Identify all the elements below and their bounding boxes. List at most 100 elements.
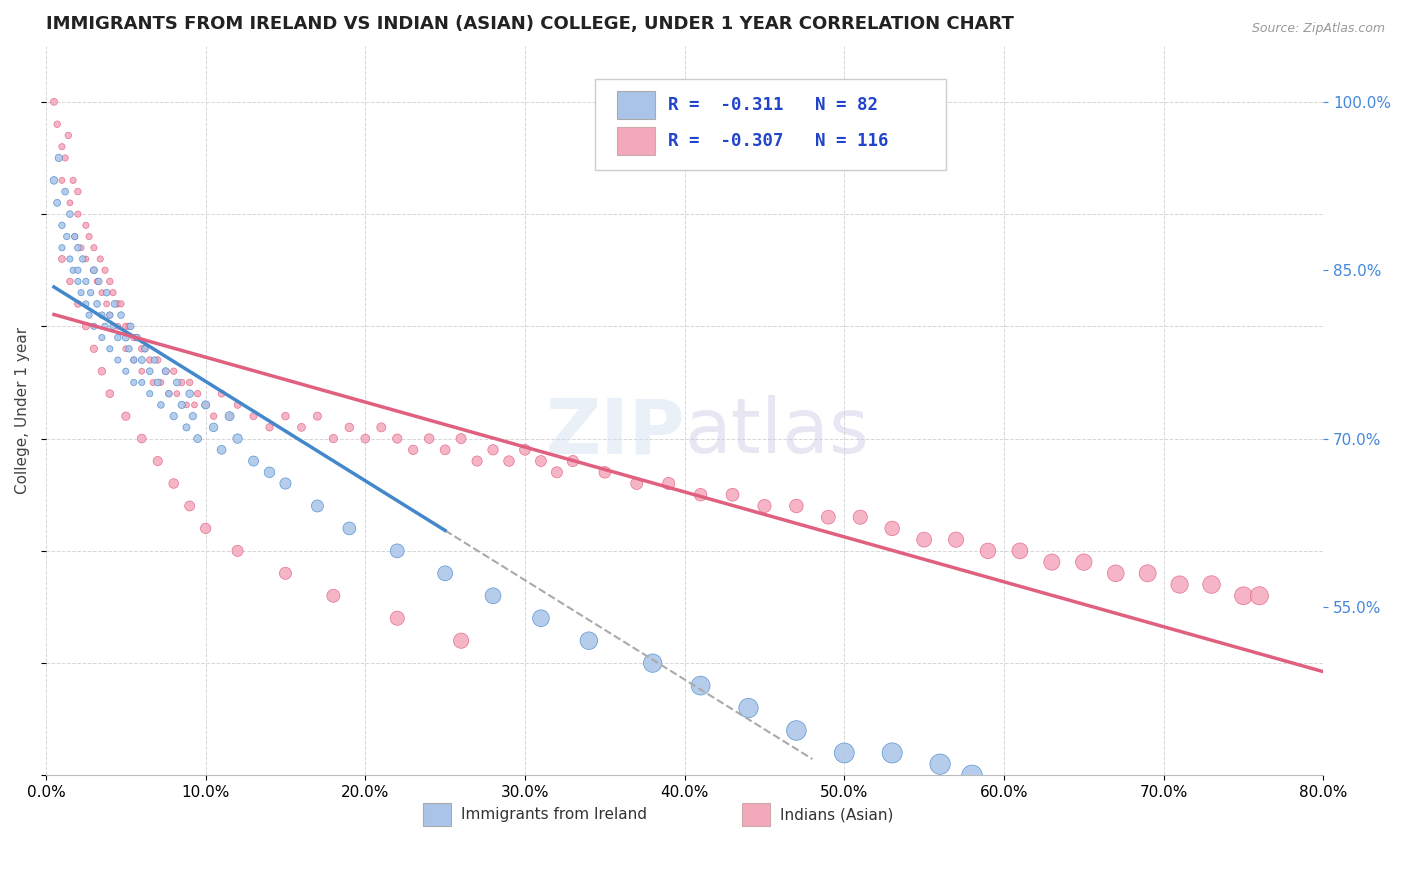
Point [131, 353, 153, 368]
Point [157, 386, 180, 401]
Point [754, 499, 776, 513]
Point [122, 376, 145, 390]
Point [530, 454, 553, 468]
Text: ZIP: ZIP [546, 395, 685, 469]
Point [62, 173, 84, 187]
Point [114, 409, 136, 424]
Point [181, 409, 204, 424]
Point [157, 386, 180, 401]
Point [785, 723, 807, 738]
Point [817, 510, 839, 524]
Point [51, 139, 73, 153]
Point [242, 454, 264, 468]
Point [139, 353, 162, 368]
Point [98, 386, 121, 401]
Point [66, 275, 89, 289]
Point [593, 465, 616, 479]
Point [307, 409, 329, 424]
Point [86, 297, 108, 311]
Point [1008, 544, 1031, 558]
Point [370, 420, 392, 434]
Point [155, 364, 177, 378]
Point [849, 510, 872, 524]
Point [75, 297, 97, 311]
Point [77, 229, 100, 244]
Point [94, 263, 117, 277]
Point [176, 420, 198, 434]
Point [66, 297, 89, 311]
Point [107, 353, 129, 368]
Point [179, 376, 201, 390]
Point [125, 330, 148, 344]
Point [450, 432, 472, 446]
Point [450, 633, 472, 648]
Bar [742, 803, 770, 827]
Point [882, 746, 904, 760]
Point [513, 442, 536, 457]
Point [58, 128, 80, 143]
Point [146, 353, 169, 368]
Point [274, 476, 297, 491]
Point [226, 544, 249, 558]
Point [114, 330, 136, 344]
Point [882, 521, 904, 535]
Point [66, 263, 89, 277]
Point [218, 409, 240, 424]
Point [146, 454, 169, 468]
Point [83, 263, 105, 277]
Point [122, 353, 145, 368]
Point [578, 633, 600, 648]
Point [90, 330, 112, 344]
Point [498, 454, 520, 468]
Point [98, 275, 121, 289]
Point [66, 185, 89, 199]
Point [131, 364, 153, 378]
Point [139, 386, 162, 401]
Point [1168, 577, 1191, 591]
Point [737, 701, 759, 715]
Point [187, 386, 209, 401]
Point [107, 330, 129, 344]
Point [960, 768, 983, 782]
Text: Indians (Asian): Indians (Asian) [780, 807, 894, 822]
Point [110, 308, 132, 322]
Point [53, 151, 76, 165]
Point [242, 409, 264, 424]
Text: R =  -0.311   N = 82: R = -0.311 N = 82 [668, 95, 877, 114]
Point [912, 533, 935, 547]
Point [322, 432, 344, 446]
Point [482, 589, 505, 603]
Point [86, 275, 108, 289]
Point [94, 319, 117, 334]
Point [77, 308, 100, 322]
Point [114, 319, 136, 334]
Point [96, 285, 118, 300]
Point [90, 364, 112, 378]
Point [98, 308, 121, 322]
Point [98, 308, 121, 322]
Point [59, 252, 82, 266]
Point [170, 398, 193, 412]
Point [51, 173, 73, 187]
FancyBboxPatch shape [595, 78, 946, 169]
Text: IMMIGRANTS FROM IRELAND VS INDIAN (ASIAN) COLLEGE, UNDER 1 YEAR CORRELATION CHAR: IMMIGRANTS FROM IRELAND VS INDIAN (ASIAN… [46, 15, 1014, 33]
Point [63, 229, 86, 244]
Point [354, 432, 377, 446]
Point [721, 488, 744, 502]
Point [179, 499, 201, 513]
Text: R =  -0.307   N = 116: R = -0.307 N = 116 [668, 132, 889, 150]
Point [118, 342, 141, 356]
Point [561, 454, 583, 468]
Point [72, 252, 94, 266]
Point [104, 297, 127, 311]
Text: Source: ZipAtlas.com: Source: ZipAtlas.com [1251, 22, 1385, 36]
Point [66, 207, 89, 221]
Point [107, 319, 129, 334]
Point [131, 432, 153, 446]
Point [142, 376, 165, 390]
Point [785, 499, 807, 513]
Point [187, 432, 209, 446]
Point [337, 521, 360, 535]
Point [945, 533, 967, 547]
Point [155, 364, 177, 378]
